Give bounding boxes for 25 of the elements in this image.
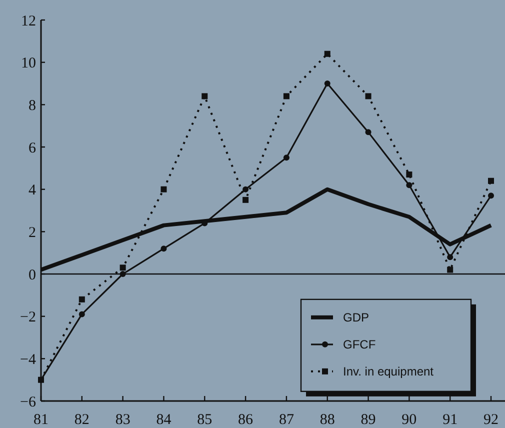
y-tick-label: −4 [20,352,36,368]
y-tick-label: 0 [28,267,36,284]
x-tick-label: 90 [402,412,417,428]
x-tick-label: 92 [484,412,498,428]
legend-label: GFCF [343,338,376,352]
legend-label: Inv. in equipment [343,364,434,379]
x-tick-label: 88 [320,412,335,428]
x-tick-label: 89 [360,412,376,428]
x-tick-label: 82 [74,412,90,428]
y-tick-label: 2 [28,224,36,241]
y-tick-label: −2 [20,310,36,326]
y-tick-label: 4 [28,182,36,199]
x-tick-label: 83 [115,412,130,428]
y-tick-label: 12 [21,13,36,30]
x-tick-label: 87 [278,412,294,428]
x-tick-label: 81 [34,412,48,428]
y-tick-label: 10 [21,56,36,72]
x-tick-label: 86 [238,412,254,428]
x-tick-label: 85 [197,412,212,428]
legend-label: GDP [343,310,370,325]
y-tick-label: 8 [28,98,36,114]
x-tick-label: 91 [442,412,458,428]
x-tick-label: 84 [156,412,172,428]
y-tick-label: −6 [20,394,36,410]
y-tick-label: 6 [28,140,36,156]
